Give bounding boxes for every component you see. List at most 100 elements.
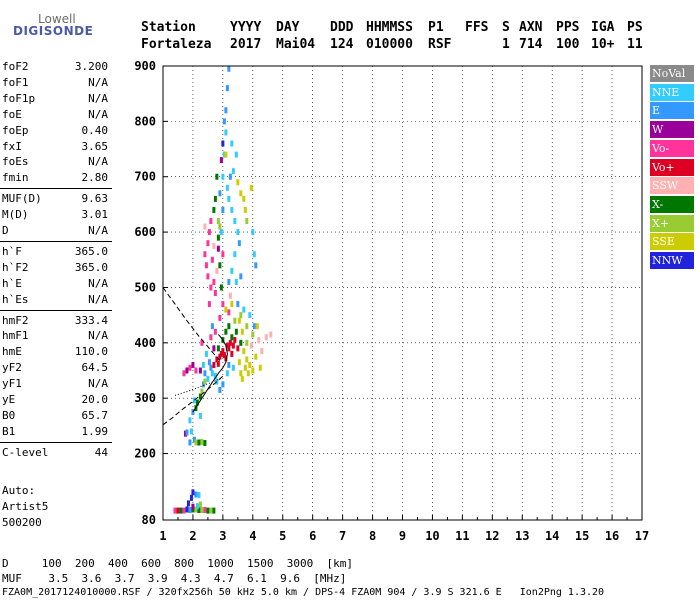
param-row: M(D) 3.01 (2, 208, 108, 223)
echo-point (236, 345, 240, 352)
echo-point (194, 367, 198, 374)
x-tick-label: 10 (425, 529, 439, 543)
echo-point (233, 218, 237, 225)
param-separator (0, 441, 112, 443)
echo-point (176, 507, 180, 514)
echo-point (209, 507, 213, 514)
echo-point (228, 339, 232, 346)
y-tick-label: 700 (134, 170, 156, 184)
echo-point (212, 242, 216, 249)
legend-item-x-: X+ (650, 214, 694, 232)
echo-point (224, 151, 228, 158)
echo-point (227, 65, 231, 72)
echo-point (194, 506, 198, 513)
param-name: C-level (2, 445, 49, 459)
legend-item-vo-: Vo- (650, 139, 694, 157)
legend-item-sse: SSE (650, 233, 694, 251)
echo-point (251, 331, 255, 338)
echo-point (231, 168, 235, 175)
echo-point (236, 179, 240, 186)
echo-point (213, 290, 217, 296)
echo-point (246, 370, 250, 377)
echo-point (218, 223, 222, 230)
echo-point (203, 223, 207, 230)
echo-point (231, 364, 235, 371)
param-value: 44 (94, 445, 108, 459)
echo-point (242, 306, 246, 313)
hdr-s-value: 1 (502, 37, 510, 52)
param-value: 20.0 (81, 393, 109, 406)
param-row: h`F 365.0 (2, 245, 108, 260)
echo-point (227, 195, 231, 202)
echo-point (212, 206, 216, 213)
param-name: MUF(D) (2, 192, 42, 206)
echo-point (218, 386, 222, 393)
echo-point (200, 388, 204, 395)
param-value: N/A (88, 107, 108, 121)
param-row: yE 20.0 (2, 393, 108, 408)
echo-point (213, 328, 217, 335)
param-name: yE (2, 393, 16, 406)
hdr-ddd-label: DDD (330, 20, 354, 35)
param-name: h`F2 (2, 260, 29, 274)
echo-point (227, 323, 231, 330)
echo-point (236, 229, 240, 236)
param-name: hmE (2, 345, 22, 359)
echo-point (216, 234, 220, 241)
hdr-yyyy-value: 2017 (230, 37, 262, 52)
param-value: N/A (88, 91, 108, 105)
hdr-day-value: Mai04 (276, 37, 316, 52)
echo-point (237, 317, 241, 324)
echo-point (215, 173, 219, 180)
echo-point (243, 364, 247, 371)
param-value: 2.80 (81, 171, 109, 185)
echo-point (239, 370, 243, 377)
param-row: MUF(D) 9.63 (2, 192, 108, 207)
y-tick-label: 500 (134, 280, 156, 294)
echo-point (197, 492, 201, 499)
echo-point (203, 251, 207, 258)
echo-point (207, 359, 211, 366)
hdr-ps-value: 11 (627, 37, 643, 52)
echo-point (185, 429, 189, 436)
param-name: foF2 (2, 60, 29, 73)
param-value: 64.5 (81, 361, 109, 375)
footer-muf-row: MUF 3.5 3.6 3.7 3.9 4.3 4.7 6.1 9.6 [MHz… (2, 572, 347, 585)
echo-point (207, 229, 211, 236)
echo-point (203, 507, 207, 514)
legend-item-vo-: Vo+ (650, 158, 694, 176)
param-value: N/A (88, 329, 108, 343)
param-value: 110.0 (74, 345, 108, 359)
y-tick-label: 900 (134, 59, 156, 73)
echo-point (212, 345, 216, 352)
echo-point (248, 312, 252, 319)
echo-point (245, 339, 249, 346)
param-name: B1 (2, 424, 16, 438)
echo-point (198, 393, 202, 400)
echo-point (198, 412, 202, 419)
hdr-station-value: Fortaleza (141, 37, 212, 52)
echo-point (236, 301, 240, 308)
param-row: h`Es N/A (2, 293, 108, 308)
param-row: foEp 0.40 (2, 124, 108, 139)
echo-point (198, 367, 202, 374)
param-value: N/A (88, 224, 108, 237)
echo-point (221, 173, 225, 180)
echo-point (206, 507, 210, 514)
echo-point (206, 273, 210, 280)
echo-point (218, 190, 222, 197)
auto-code: 500200 (2, 516, 42, 529)
echo-point (242, 348, 246, 355)
echo-point (233, 251, 237, 258)
echo-point (251, 367, 255, 374)
digisonde-logo-text: DIGISONDE (13, 24, 94, 38)
echo-point (252, 323, 256, 330)
echo-point (224, 129, 228, 136)
auto-label: Auto: (2, 484, 36, 497)
echo-point (221, 206, 225, 213)
echo-point (185, 367, 189, 374)
param-value: 9.63 (81, 192, 109, 206)
echo-point (210, 256, 214, 263)
param-row: foF1p N/A (2, 92, 108, 107)
legend-item-noval: NoVal (650, 65, 694, 82)
